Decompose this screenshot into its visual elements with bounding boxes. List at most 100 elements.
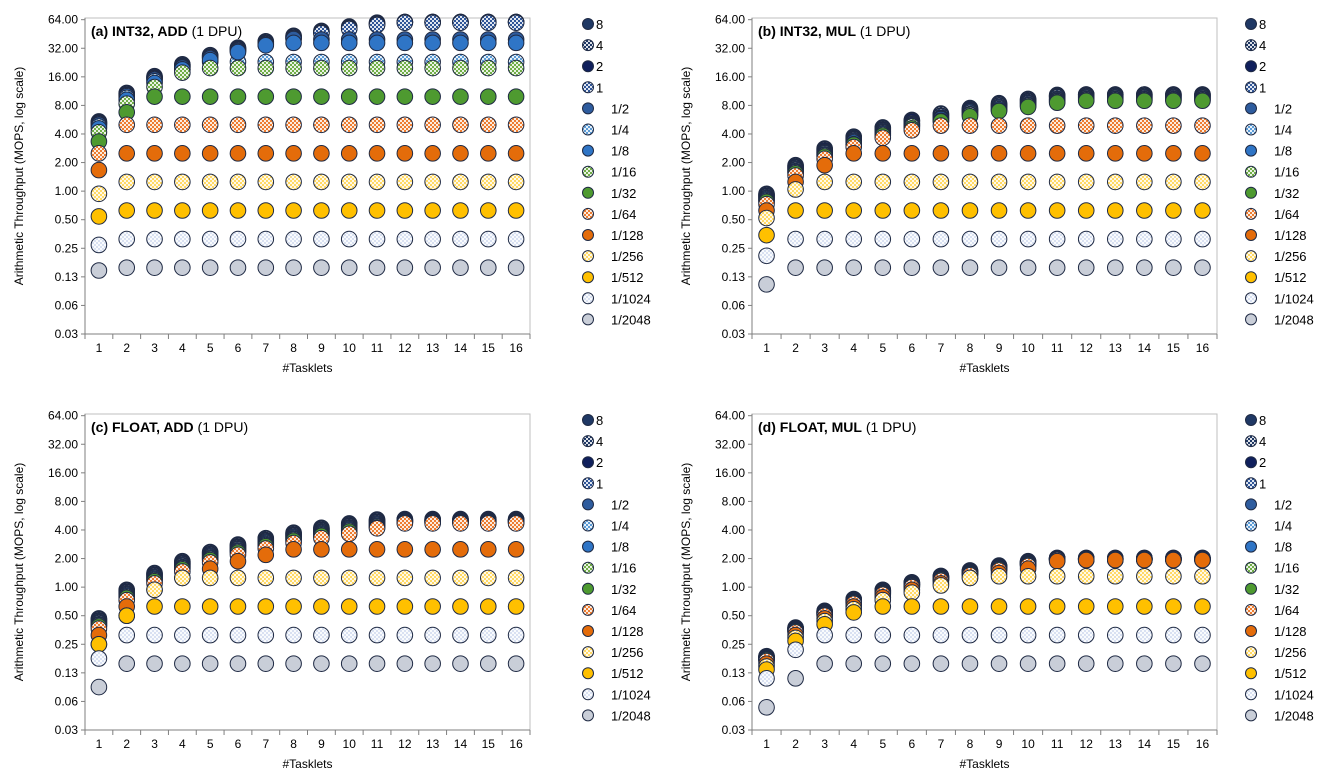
- data-point: [90, 208, 108, 225]
- x-tick-label: 1: [96, 737, 103, 751]
- data-point: [507, 541, 525, 558]
- data-point: [1136, 92, 1153, 110]
- legend-label: 1/32: [611, 582, 636, 597]
- data-point: [990, 567, 1008, 585]
- data-point: [174, 626, 191, 644]
- y-tick-label: 2.00: [722, 156, 746, 170]
- x-tick-label: 7: [938, 341, 945, 355]
- data-point: [201, 655, 219, 672]
- legend-label: 2: [596, 59, 603, 74]
- data-point: [961, 230, 979, 248]
- data-point: [257, 88, 275, 105]
- x-tick-label: 15: [482, 737, 496, 751]
- y-tick-label: 0.13: [722, 666, 746, 680]
- data-point: [990, 202, 1008, 219]
- data-point: [961, 145, 979, 162]
- y-tick-label: 0.50: [55, 609, 79, 623]
- data-point: [1194, 92, 1211, 110]
- data-point: [874, 259, 892, 276]
- legend-marker: [1245, 414, 1257, 426]
- legend-marker: [582, 625, 594, 637]
- data-point: [758, 276, 775, 293]
- data-point: [257, 202, 275, 219]
- data-point: [285, 202, 302, 219]
- x-tick-label: 14: [1138, 737, 1152, 751]
- data-point: [201, 88, 219, 105]
- data-point: [118, 259, 136, 276]
- x-tick-label: 15: [1167, 341, 1181, 355]
- data-point: [340, 655, 358, 672]
- data-point: [174, 116, 191, 134]
- data-point: [932, 202, 950, 219]
- data-point: [340, 626, 358, 644]
- data-point: [479, 34, 497, 52]
- y-tick-label: 16.00: [715, 466, 745, 480]
- data-point: [990, 117, 1008, 134]
- data-point: [1048, 259, 1066, 276]
- x-tick-label: 2: [123, 737, 130, 751]
- legend-marker: [582, 18, 594, 30]
- legend-marker: [582, 582, 594, 595]
- legend-marker: [582, 313, 594, 326]
- data-point: [90, 161, 108, 179]
- data-point: [1048, 567, 1066, 585]
- y-tick-label: 0.03: [722, 327, 746, 341]
- data-point: [932, 117, 950, 134]
- data-point: [1048, 145, 1066, 162]
- data-point: [285, 569, 302, 587]
- data-point: [1165, 259, 1182, 276]
- data-point: [174, 64, 191, 81]
- data-point: [201, 145, 219, 162]
- legend-label: 1/64: [1274, 603, 1299, 618]
- data-point: [990, 230, 1008, 248]
- legend-label: 1/512: [611, 270, 644, 285]
- data-point: [816, 259, 833, 276]
- x-tick-label: 4: [179, 341, 186, 355]
- x-tick-label: 7: [262, 737, 269, 751]
- data-point: [368, 569, 386, 587]
- data-point: [396, 598, 414, 615]
- data-point: [1106, 598, 1124, 615]
- data-point: [1136, 117, 1153, 134]
- legend-label: 1/64: [1274, 207, 1299, 222]
- data-point: [229, 626, 247, 644]
- y-tick-label: 0.06: [722, 298, 746, 312]
- data-point: [874, 230, 892, 248]
- x-tick-label: 4: [850, 737, 857, 751]
- data-point: [932, 577, 950, 594]
- x-axis-label: #Tasklets: [959, 757, 1009, 771]
- x-axis-label: #Tasklets: [282, 361, 332, 375]
- data-point: [1136, 230, 1153, 248]
- data-point: [368, 598, 386, 615]
- legend-marker: [1245, 123, 1257, 136]
- data-point: [1194, 567, 1211, 585]
- legend-marker: [582, 435, 594, 448]
- x-tick-label: 16: [1196, 341, 1210, 355]
- y-tick-label: 0.50: [722, 213, 746, 227]
- x-tick-label: 14: [1138, 341, 1152, 355]
- data-point: [845, 604, 863, 621]
- data-point: [1106, 259, 1124, 276]
- y-tick-label: 2.00: [55, 156, 79, 170]
- data-point: [903, 202, 921, 219]
- data-point: [845, 145, 863, 162]
- legend-label: 1/16: [1274, 561, 1299, 576]
- data-point: [340, 145, 358, 162]
- legend-marker: [1245, 477, 1257, 490]
- data-point: [479, 116, 497, 134]
- data-point: [1106, 92, 1124, 110]
- x-tick-label: 14: [454, 341, 468, 355]
- legend-marker: [582, 60, 594, 73]
- data-point: [1106, 551, 1124, 569]
- legend-label: 1/64: [611, 603, 636, 618]
- data-point: [787, 230, 804, 248]
- x-tick-label: 9: [318, 737, 325, 751]
- data-point: [146, 173, 163, 191]
- data-point: [201, 626, 219, 644]
- data-point: [285, 626, 302, 644]
- data-point: [313, 145, 330, 162]
- legend-marker: [582, 229, 594, 241]
- data-point: [507, 116, 525, 134]
- legend-marker: [1245, 667, 1257, 680]
- data-point: [903, 598, 921, 615]
